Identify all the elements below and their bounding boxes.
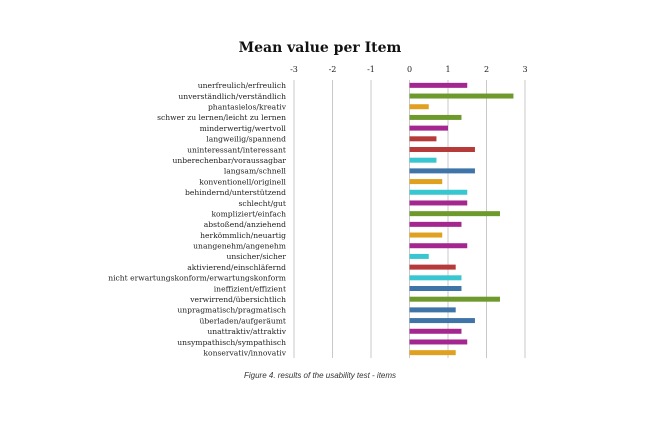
x-tick-label: 0 (407, 65, 412, 74)
category-label: schlecht/gut (238, 199, 286, 208)
category-label: phantasielos/kreativ (208, 103, 287, 112)
category-label: langweilig/spannend (206, 135, 286, 144)
bar (409, 157, 437, 163)
category-label: nicht erwartungskonform/erwartungskonfor… (108, 274, 286, 283)
bar (409, 93, 514, 99)
category-label: konventionell/originell (199, 177, 286, 186)
bar (409, 232, 443, 238)
bar (409, 82, 468, 88)
figure-caption: Figure 4. results of the usability test … (243, 371, 397, 380)
category-label: unpragmatisch/pragmatisch (177, 306, 286, 315)
category-label: verwirrend/übersichtlich (189, 295, 286, 304)
bar (409, 200, 468, 206)
bar (409, 275, 462, 281)
bar (409, 221, 462, 227)
bar (409, 168, 475, 174)
category-label: minderwertig/wertvoll (200, 124, 287, 133)
bar (409, 179, 443, 185)
category-label: unsympathisch/sympathisch (177, 338, 286, 347)
bar (409, 136, 437, 142)
bar (409, 147, 475, 152)
category-label: behindernd/unterstützend (185, 188, 286, 197)
bar (409, 189, 468, 195)
x-tick-label: -2 (329, 65, 337, 74)
bar (409, 286, 462, 291)
bar (409, 253, 429, 259)
category-label: kompliziert/einfach (211, 209, 286, 218)
category-label: unsicher/sicher (226, 252, 286, 261)
x-tick-label: 3 (522, 65, 527, 74)
category-label: herkömmlich/neuartig (200, 231, 286, 240)
x-tick-label: -3 (290, 65, 298, 74)
category-label: ineffizient/effizient (214, 284, 286, 293)
x-tick-label: 2 (484, 65, 489, 74)
category-label: überladen/aufgeräumt (199, 316, 286, 325)
bar (409, 114, 462, 120)
category-label: unberechenbar/voraussagbar (173, 156, 287, 165)
category-label: abstoßend/anziehend (204, 220, 286, 229)
category-label: unangenehm/angenehm (193, 242, 286, 251)
x-tick-label: -1 (367, 65, 375, 74)
bar (409, 243, 468, 249)
bar (409, 296, 500, 302)
bar (409, 307, 456, 313)
bar (409, 328, 462, 334)
bar (409, 318, 475, 324)
bar (409, 339, 468, 345)
bar (409, 125, 448, 131)
category-label: unerfreulich/erfreulich (198, 81, 286, 90)
category-label: langsam/schnell (224, 167, 287, 176)
chart-title: Mean value per Item (238, 40, 402, 56)
bar (409, 104, 429, 110)
category-label: unverständlich/verständlich (178, 92, 286, 101)
category-label: aktivierend/einschläfernd (187, 263, 286, 272)
category-label: uninteressant/interessant (187, 145, 286, 154)
category-label: unattraktiv/attraktiv (207, 327, 286, 336)
bar (409, 211, 500, 217)
bar (409, 264, 456, 270)
category-label: konservativ/innovativ (203, 348, 286, 357)
category-label: schwer zu lernen/leicht zu lernen (157, 113, 286, 122)
x-tick-label: 1 (445, 65, 450, 74)
bar (409, 350, 456, 356)
